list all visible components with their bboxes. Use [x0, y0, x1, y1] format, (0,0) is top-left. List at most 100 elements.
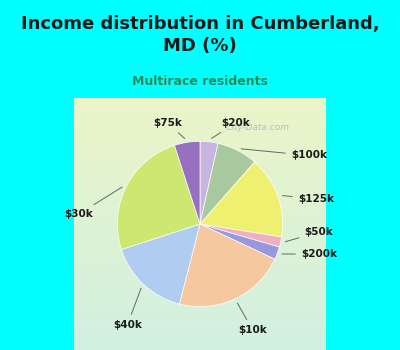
Bar [34, 109, 366, 111]
Bar [34, 251, 366, 252]
Bar [34, 113, 366, 114]
Bar [34, 157, 366, 159]
Bar [34, 107, 366, 108]
Bar [34, 165, 366, 166]
Bar [34, 159, 366, 160]
Bar [34, 182, 366, 184]
Bar [34, 136, 366, 137]
Bar [34, 156, 366, 157]
Bar [34, 325, 366, 326]
Bar [34, 295, 366, 296]
Bar [34, 196, 366, 197]
Bar [34, 215, 366, 216]
Bar [34, 104, 366, 106]
Bar [34, 181, 366, 182]
Bar [34, 316, 366, 317]
Bar [34, 252, 366, 253]
Bar [34, 308, 366, 310]
Wedge shape [200, 162, 283, 237]
Text: $75k: $75k [153, 118, 185, 139]
Bar [34, 345, 366, 346]
Bar [34, 266, 366, 267]
Bar [34, 98, 366, 99]
Bar [34, 306, 366, 307]
Bar [34, 193, 366, 194]
Text: Income distribution in Cumberland,
MD (%): Income distribution in Cumberland, MD (%… [21, 15, 379, 55]
Bar [34, 243, 366, 244]
Bar [34, 329, 366, 330]
Bar [34, 291, 366, 292]
Bar [34, 332, 366, 334]
Bar [34, 248, 366, 249]
Bar [34, 272, 366, 273]
Bar [34, 232, 366, 233]
Bar [34, 162, 366, 163]
Bar [34, 296, 366, 297]
Bar [34, 112, 366, 113]
Bar [34, 257, 366, 258]
Bar [34, 131, 366, 132]
Wedge shape [200, 224, 279, 259]
Bar [34, 153, 366, 155]
Bar [34, 281, 366, 282]
Bar [34, 330, 366, 331]
Bar [34, 111, 366, 112]
Bar [34, 191, 366, 193]
Bar [34, 204, 366, 205]
Bar [34, 117, 366, 118]
Bar [34, 241, 366, 243]
Bar [34, 126, 366, 127]
Bar [34, 271, 366, 272]
Bar [34, 320, 366, 321]
Bar [34, 197, 366, 199]
Bar [34, 108, 366, 109]
Bar [34, 322, 366, 323]
Bar [34, 218, 366, 219]
Bar [34, 244, 366, 245]
Bar [34, 304, 366, 306]
Bar [34, 245, 366, 247]
Bar [34, 318, 366, 320]
Bar [34, 155, 366, 156]
Bar [34, 208, 366, 209]
Bar [34, 307, 366, 308]
Bar [34, 286, 366, 287]
Bar [34, 174, 366, 175]
Bar [34, 203, 366, 204]
Bar [34, 321, 366, 322]
Bar [34, 310, 366, 311]
Bar [34, 205, 366, 206]
Bar [34, 145, 366, 146]
Bar [34, 292, 366, 293]
Text: Multirace residents: Multirace residents [132, 75, 268, 88]
Bar [34, 331, 366, 332]
Bar [34, 315, 366, 316]
Bar [34, 175, 366, 176]
Bar [34, 277, 366, 278]
Bar [34, 340, 366, 341]
Bar [34, 189, 366, 190]
Text: City-Data.com: City-Data.com [225, 123, 289, 132]
Bar [34, 267, 366, 268]
Bar [34, 312, 366, 314]
Bar [34, 195, 366, 196]
Bar [34, 342, 366, 344]
Bar [34, 228, 366, 229]
Bar [34, 314, 366, 315]
Bar [34, 128, 366, 130]
Bar [34, 336, 366, 337]
Bar [34, 99, 366, 100]
Bar [34, 163, 366, 165]
Bar [34, 234, 366, 235]
Bar [34, 229, 366, 230]
Bar [34, 122, 366, 123]
Bar [34, 270, 366, 271]
Bar [34, 220, 366, 222]
Bar [34, 262, 366, 263]
Bar [34, 142, 366, 144]
Bar [34, 226, 366, 228]
Bar [34, 201, 366, 203]
Wedge shape [121, 224, 200, 304]
Bar [34, 268, 366, 270]
Bar [34, 102, 366, 103]
